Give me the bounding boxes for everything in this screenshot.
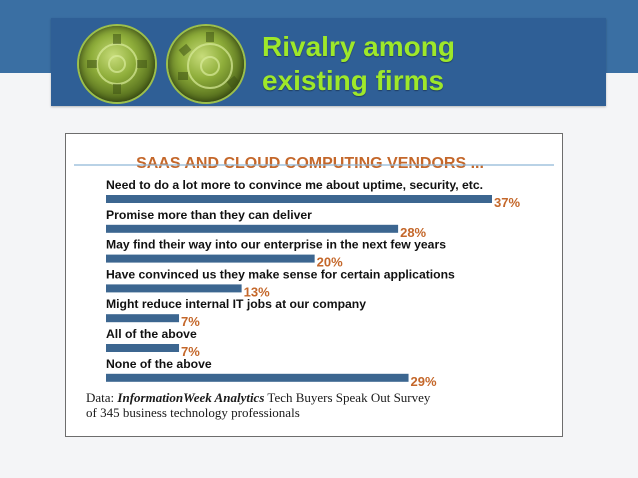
category-label: Might reduce internal IT jobs at our com… — [106, 297, 366, 311]
bars-group: Need to do a lot more to convince me abo… — [106, 178, 520, 389]
bar — [106, 314, 180, 323]
value-label: 13% — [244, 284, 270, 299]
source-description: Tech Buyers Speak Out Survey — [264, 390, 431, 405]
category-label: May find their way into our enterprise i… — [106, 238, 446, 252]
category-label: Have convinced us they make sense for ce… — [106, 267, 455, 281]
category-label: None of the above — [106, 357, 212, 371]
source-note-line-1: Data: InformationWeek Analytics Tech Buy… — [86, 390, 431, 405]
bar — [106, 224, 399, 233]
source-prefix: Data: — [86, 390, 117, 405]
chart-card: SAAS AND CLOUD COMPUTING VENDORS ... Nee… — [65, 133, 563, 437]
bar — [106, 195, 492, 203]
bar — [106, 284, 242, 293]
bar-chart: SAAS AND CLOUD COMPUTING VENDORS ... Nee… — [74, 155, 554, 420]
bar — [106, 373, 409, 382]
category-label: All of the above — [106, 327, 197, 341]
chart-title: SAAS AND CLOUD COMPUTING VENDORS ... — [136, 155, 484, 172]
value-label: 7% — [181, 314, 200, 329]
gear-icon — [168, 26, 244, 102]
gear-icon — [79, 26, 155, 102]
category-label: Need to do a lot more to convince me abo… — [106, 178, 483, 192]
title-line-2: existing firms — [262, 65, 445, 96]
source-publication: InformationWeek Analytics — [116, 390, 264, 405]
value-label: 29% — [411, 374, 437, 389]
bar — [106, 254, 315, 263]
value-label: 28% — [400, 225, 426, 240]
slide-title: Rivalry among existing firms — [262, 30, 592, 98]
source-note-line-2: of 345 business technology professionals — [86, 405, 300, 420]
bar — [106, 344, 180, 352]
value-label: 37% — [494, 195, 520, 210]
value-label: 7% — [181, 344, 200, 359]
title-line-1: Rivalry among — [262, 31, 455, 62]
category-label: Promise more than they can deliver — [106, 208, 312, 222]
value-label: 20% — [317, 255, 343, 270]
